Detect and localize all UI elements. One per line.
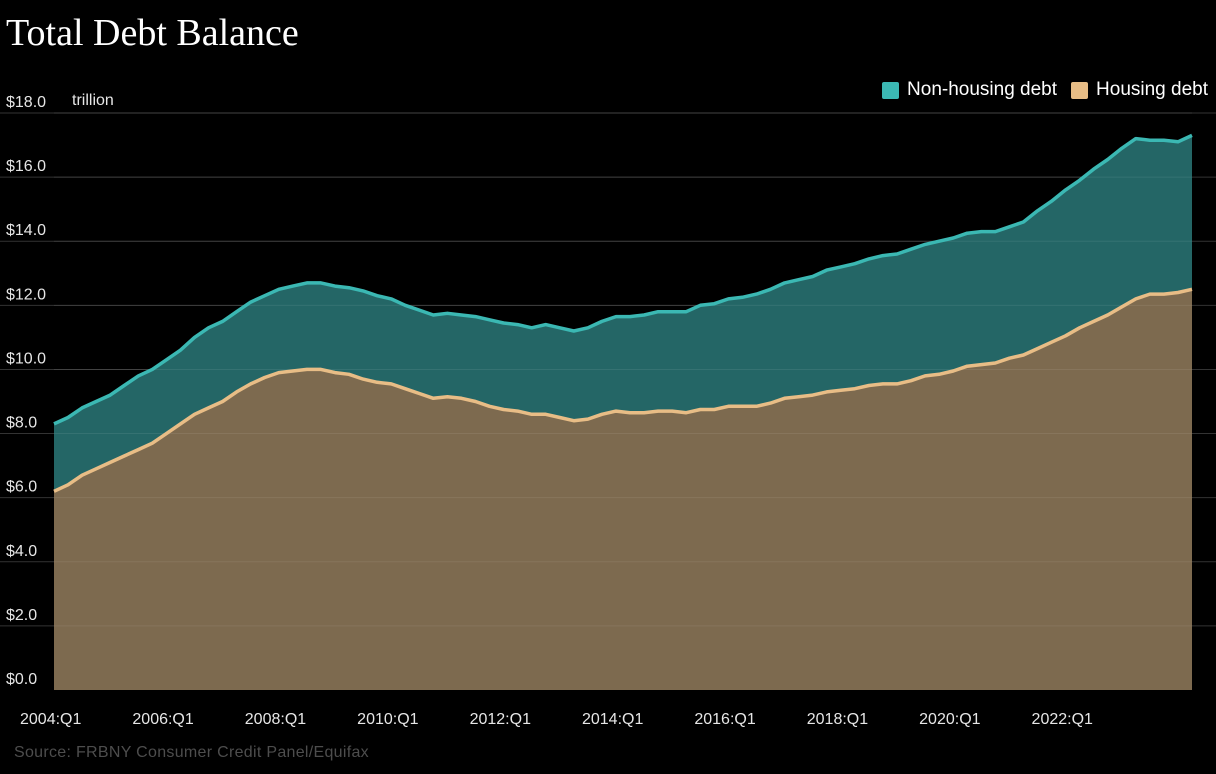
housing-area <box>54 289 1192 690</box>
nonhousing-area <box>54 135 1192 492</box>
y-tick-label: $12.0 <box>6 286 46 303</box>
x-tick-label: 2018:Q1 <box>807 711 868 728</box>
legend-swatch-housing <box>1071 81 1089 99</box>
x-tick-label: 2008:Q1 <box>245 711 306 728</box>
chart-title: Total Debt Balance <box>6 12 299 54</box>
nonhousing-line <box>53 133 1193 426</box>
y-tick-label: $14.0 <box>6 222 46 239</box>
y-tick-label: $18.0 <box>6 94 46 111</box>
x-tick-label: 2006:Q1 <box>132 711 193 728</box>
y-unit-label: trillion <box>72 92 114 109</box>
housing-line <box>53 287 1193 493</box>
legend-label-nonhousing: Non-housing debt <box>907 79 1058 100</box>
y-tick-label: $0.0 <box>6 671 37 688</box>
x-tick-label: 2010:Q1 <box>357 711 418 728</box>
x-tick-label: 2022:Q1 <box>1032 711 1093 728</box>
x-tick-label: 2012:Q1 <box>470 711 531 728</box>
y-tick-label: $16.0 <box>6 158 46 175</box>
x-tick-label: 2004:Q1 <box>20 711 81 728</box>
source-note: Source: FRBNY Consumer Credit Panel/Equi… <box>14 744 369 761</box>
legend-item-housing: Housing debt <box>1071 79 1208 101</box>
y-tick-label: $6.0 <box>6 479 37 496</box>
legend: Non-housing debt Housing debt <box>882 79 1208 101</box>
y-tick-label: $8.0 <box>6 415 37 432</box>
y-tick-label: $4.0 <box>6 543 37 560</box>
y-tick-label: $10.0 <box>6 350 46 367</box>
legend-swatch-nonhousing <box>882 81 900 99</box>
legend-label-housing: Housing debt <box>1096 79 1208 100</box>
x-tick-label: 2016:Q1 <box>694 711 755 728</box>
x-tick-label: 2014:Q1 <box>582 711 643 728</box>
y-tick-label: $2.0 <box>6 607 37 624</box>
x-tick-label: 2020:Q1 <box>919 711 980 728</box>
legend-item-nonhousing: Non-housing debt <box>882 79 1057 101</box>
